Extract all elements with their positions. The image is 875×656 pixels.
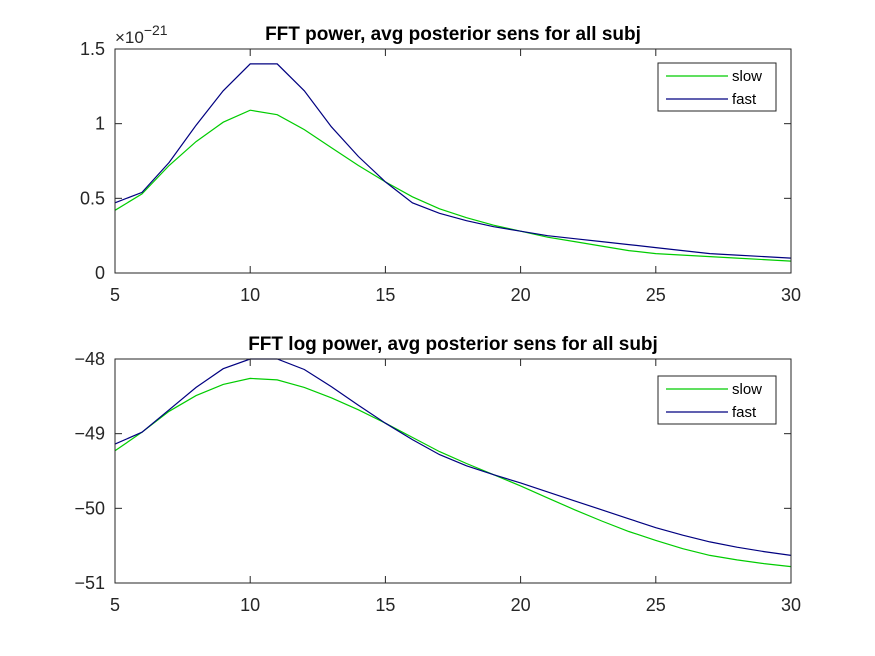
power-series-lines bbox=[114, 63, 792, 262]
power-ticks: 5 10 15 20 25 30 0 0.5 1 1.5 bbox=[80, 39, 801, 305]
power-y-tick-label: 1 bbox=[95, 114, 105, 134]
power-legend-label-fast: fast bbox=[732, 91, 757, 108]
log-power-series-lines bbox=[114, 358, 792, 568]
log-power-ticks: 5 10 15 20 25 30 −51 −50 −49 −48 bbox=[74, 349, 801, 615]
log-power-series-slow bbox=[114, 377, 792, 568]
power-axis-multiplier: ×10−21 bbox=[115, 22, 168, 47]
power-y-tick-label: 0.5 bbox=[80, 188, 105, 208]
power-axes-box bbox=[114, 48, 792, 274]
power-legend-box bbox=[657, 62, 777, 112]
log-power-legend-label-fast: fast bbox=[732, 404, 757, 421]
power-x-tick-label: 25 bbox=[646, 285, 666, 305]
log-power-series-fast bbox=[114, 358, 792, 556]
power-x-tick-label: 5 bbox=[110, 285, 120, 305]
log-power-x-tick-label: 15 bbox=[375, 595, 395, 615]
log-power-y-tick-label: −50 bbox=[74, 498, 105, 518]
power-x-tick-label: 10 bbox=[240, 285, 260, 305]
log-power-y-tick-label: −51 bbox=[74, 573, 105, 593]
power-legend: slow fast bbox=[657, 62, 777, 112]
log-power-chart-title: FFT log power, avg posterior sens for al… bbox=[248, 334, 658, 355]
log-power-y-tick-label: −49 bbox=[74, 424, 105, 444]
power-legend-label-slow: slow bbox=[732, 68, 762, 85]
log-power-chart: 5 10 15 20 25 30 −51 −50 −49 −48 FFT log power, a… bbox=[74, 334, 801, 615]
power-y-tick-label: 1.5 bbox=[80, 39, 105, 59]
power-series-fast bbox=[114, 63, 792, 259]
power-chart-title: FFT power, avg posterior sens for all su… bbox=[265, 24, 641, 45]
log-power-legend-box bbox=[657, 375, 777, 425]
log-power-legend-label-slow: slow bbox=[732, 381, 762, 398]
power-series-slow bbox=[114, 109, 792, 262]
power-chart: 5 10 15 20 25 30 0 0.5 1 1.5 FFT power, avg poste… bbox=[80, 22, 801, 305]
log-power-x-tick-label: 30 bbox=[781, 595, 801, 615]
log-power-legend: slow fast bbox=[657, 375, 777, 425]
log-power-x-tick-label: 5 bbox=[110, 595, 120, 615]
power-y-tick-label: 0 bbox=[95, 263, 105, 283]
power-x-tick-label: 20 bbox=[511, 285, 531, 305]
log-power-y-tick-label: −48 bbox=[74, 349, 105, 369]
power-x-tick-label: 30 bbox=[781, 285, 801, 305]
log-power-x-tick-label: 20 bbox=[511, 595, 531, 615]
log-power-x-tick-label: 10 bbox=[240, 595, 260, 615]
power-x-tick-label: 15 bbox=[375, 285, 395, 305]
log-power-axes-box bbox=[114, 358, 792, 584]
log-power-x-tick-label: 25 bbox=[646, 595, 666, 615]
